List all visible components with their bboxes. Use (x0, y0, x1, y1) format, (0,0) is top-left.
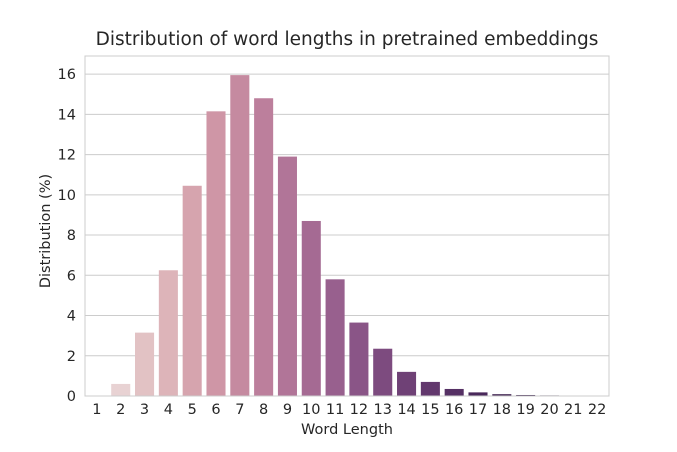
x-tick-label: 16 (445, 402, 463, 418)
x-tick-label: 18 (493, 402, 511, 418)
bar-5 (182, 185, 202, 396)
x-tick-label: 20 (540, 402, 558, 418)
x-tick-label: 6 (211, 402, 220, 418)
x-tick-label: 22 (588, 402, 606, 418)
y-tick-label: 12 (58, 148, 76, 164)
y-tick-label: 6 (67, 268, 76, 284)
bar-8 (254, 98, 274, 396)
y-tick-label: 14 (58, 107, 76, 123)
y-tick-label: 4 (67, 309, 76, 325)
x-tick-label: 8 (259, 402, 268, 418)
y-tick-label: 0 (67, 389, 76, 405)
chart-title: Distribution of word lengths in pretrain… (96, 29, 599, 50)
x-tick-label: 13 (374, 402, 392, 418)
y-axis-label: Distribution (%) (38, 174, 54, 288)
x-tick-label: 15 (421, 402, 439, 418)
y-tick-label: 16 (58, 67, 76, 83)
x-tick-label: 2 (116, 402, 125, 418)
bar-14 (397, 371, 417, 396)
bar-10 (301, 220, 321, 396)
bar-13 (373, 348, 393, 396)
x-tick-label: 21 (564, 402, 582, 418)
x-tick-label: 17 (469, 402, 487, 418)
x-tick-label: 11 (326, 402, 344, 418)
y-tick-label: 2 (67, 349, 76, 365)
x-tick-label: 1 (92, 402, 101, 418)
bar-4 (158, 270, 178, 396)
bar-3 (135, 332, 155, 396)
bar-17 (468, 392, 488, 396)
bars (87, 75, 607, 397)
plot-frame (84, 55, 610, 397)
x-tick-label: 3 (140, 402, 149, 418)
bar-16 (444, 388, 464, 396)
x-tick-label: 7 (235, 402, 244, 418)
x-tick-label: 12 (350, 402, 368, 418)
bar-15 (420, 381, 440, 396)
bar-9 (277, 156, 297, 396)
x-axis-label: Word Length (301, 422, 393, 438)
y-tick-label: 10 (58, 188, 76, 204)
x-tick-label: 9 (283, 402, 292, 418)
x-tick-label: 10 (302, 402, 320, 418)
y-tick-label: 8 (67, 228, 76, 244)
x-tick-label: 14 (397, 402, 415, 418)
bar-7 (230, 75, 250, 396)
y-tick-labels: 0 2 4 6 8 10 12 14 16 (58, 67, 76, 405)
x-tick-label: 19 (516, 402, 534, 418)
x-tick-labels: 1 2 3 4 5 6 7 8 9 10 11 12 13 14 15 16 17 18 19 20 21 22 (92, 402, 606, 418)
bar-12 (349, 322, 369, 396)
x-tick-label: 5 (188, 402, 197, 418)
bar-18 (492, 394, 512, 396)
bar-19 (516, 394, 536, 396)
bar-2 (111, 383, 131, 396)
bar-6 (206, 111, 226, 397)
x-tick-label: 4 (164, 402, 173, 418)
bar-11 (325, 279, 345, 396)
